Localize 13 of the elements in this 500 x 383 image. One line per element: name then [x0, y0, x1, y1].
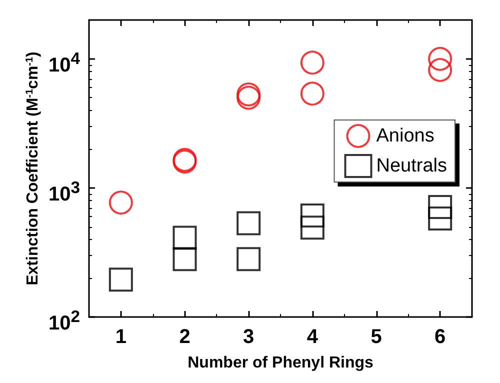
x-tick-label: 6	[434, 326, 446, 348]
legend-label: Anions	[376, 126, 434, 146]
x-axis-title: Number of Phenyl Rings	[188, 354, 374, 372]
x-tick-label: 2	[179, 326, 190, 348]
x-tick-label: 1	[115, 326, 126, 348]
y-tick-label: 10$^{2}$	[48, 306, 80, 337]
y-axis-title: Extinction Coefficient (M-1cm-1)	[24, 52, 42, 286]
y-tick-label: 10$^{4}$	[48, 48, 80, 78]
x-tick-label: 5	[370, 326, 382, 348]
y-tick-label: 10$^{3}$	[48, 176, 80, 208]
legend-label: Neutrals	[376, 156, 447, 176]
x-tick-label: 3	[243, 326, 254, 348]
x-tick-label: 4	[306, 326, 319, 348]
